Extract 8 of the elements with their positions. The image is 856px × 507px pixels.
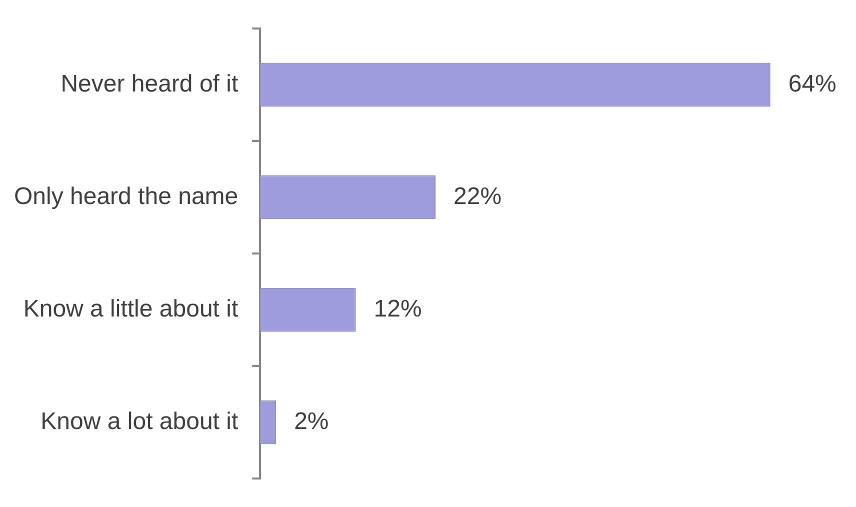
- data-label: 64%: [788, 70, 836, 98]
- y-tick-label: Only heard the name: [14, 182, 238, 210]
- y-tick-label: Know a little about it: [23, 295, 238, 322]
- y-tick-label: Know a lot about it: [40, 408, 238, 435]
- data-label: 22%: [454, 182, 502, 210]
- y-tick-label: Never heard of it: [60, 70, 238, 98]
- data-label: 2%: [294, 408, 329, 435]
- data-label: 12%: [374, 295, 422, 322]
